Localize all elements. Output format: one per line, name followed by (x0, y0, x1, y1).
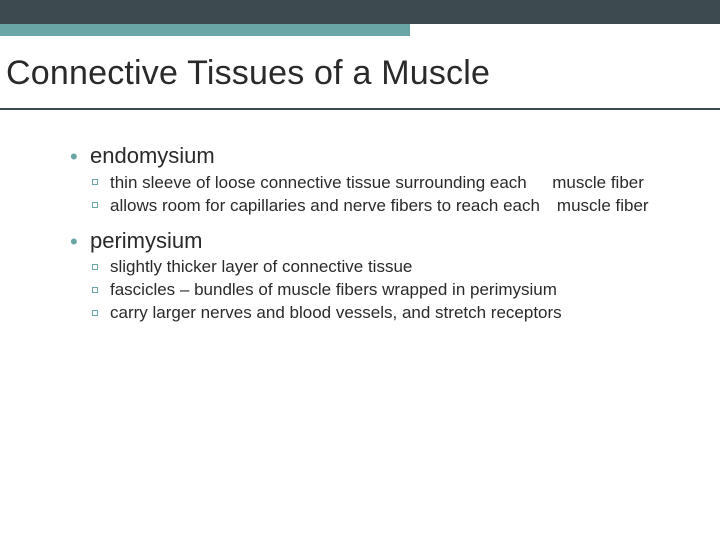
sublist-item-text: carry larger nerves and blood vessels, a… (110, 303, 562, 322)
content-area: • endomysium thin sleeve of loose connec… (70, 138, 680, 334)
bullet-square-icon (92, 287, 98, 293)
bullet-square-icon (92, 179, 98, 185)
sublist-item: carry larger nerves and blood vessels, a… (92, 302, 680, 324)
sublist-item-text: slightly thicker layer of connective tis… (110, 257, 412, 276)
bullet-square-icon (92, 264, 98, 270)
sublist-item-text: allows room for capillaries and nerve fi… (110, 196, 649, 215)
bullet-square-icon (92, 202, 98, 208)
sublist-item: thin sleeve of loose connective tissue s… (92, 172, 680, 194)
sublist-item: allows room for capillaries and nerve fi… (92, 195, 680, 217)
list-item: • perimysium (70, 227, 680, 255)
sublist-item-text: thin sleeve of loose connective tissue s… (110, 173, 644, 192)
list-item: • endomysium (70, 142, 680, 170)
sublist: slightly thicker layer of connective tis… (92, 256, 680, 324)
bullet-dot-icon: • (70, 228, 78, 256)
slide-title: Connective Tissues of a Muscle (6, 54, 490, 93)
sublist-item: slightly thicker layer of connective tis… (92, 256, 680, 278)
bullet-square-icon (92, 310, 98, 316)
sublist: thin sleeve of loose connective tissue s… (92, 172, 680, 217)
title-underline (0, 108, 720, 110)
decor-bar-gap (410, 24, 480, 36)
list-item-label: perimysium (90, 228, 202, 253)
bullet-dot-icon: • (70, 143, 78, 171)
slide: Connective Tissues of a Muscle • endomys… (0, 0, 720, 540)
list-item-label: endomysium (90, 143, 215, 168)
sublist-item-text: fascicles – bundles of muscle fibers wra… (110, 280, 557, 299)
decor-bar-teal (0, 24, 410, 36)
decor-bar-dark (0, 0, 720, 24)
sublist-item: fascicles – bundles of muscle fibers wra… (92, 279, 680, 301)
